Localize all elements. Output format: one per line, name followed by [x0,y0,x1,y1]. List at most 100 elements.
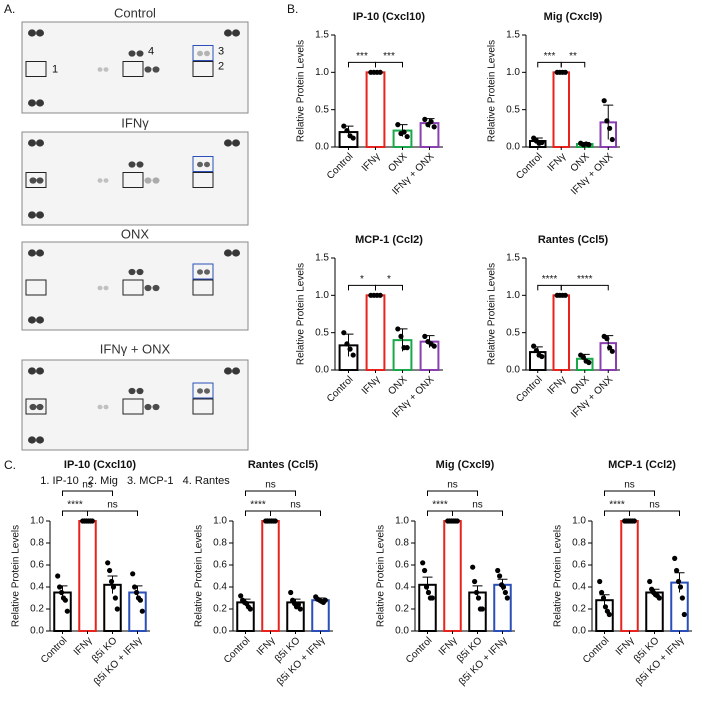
blot-spot [144,403,152,411]
significance-label: ns [290,500,301,511]
x-tick-label: Control [325,374,356,405]
significance-bracket [604,510,630,516]
data-point [404,133,410,140]
y-tick-label: 0.0 [30,626,44,637]
significance-label: * [360,274,364,285]
data-point [377,292,383,298]
y-axis-label: Relative Protein Levels [487,263,498,365]
significance-label: ns [265,480,276,491]
significance-label: ns [624,480,635,491]
significance-bracket [87,510,138,516]
spot-label: 4 [148,45,154,57]
chart-title: Mig (Cxcl9) [544,11,603,23]
x-tick-label: ONX [386,151,409,174]
blot-box [122,172,144,188]
significance-bracket [245,510,271,516]
blot-spot [36,139,44,147]
blot-spot [36,436,44,444]
bar [620,520,639,632]
blot-spot [224,367,232,375]
x-tick-label: IFNγ [360,151,383,174]
y-tick-label: 1.0 [395,516,409,527]
blot-spot [28,99,36,107]
x-tick-label: Control [222,635,253,666]
y-tick-label: 1.5 [315,253,329,264]
data-point [404,345,410,351]
data-point [344,127,350,134]
data-point [607,125,613,131]
blot-spot [128,50,136,57]
data-point [350,352,356,358]
data-point [110,584,117,590]
data-point [470,564,476,570]
blot-box [192,263,214,280]
blot-spot [152,403,160,411]
data-point [428,119,434,125]
data-point [677,584,684,590]
blot-spot [28,249,36,257]
significance-label: **** [577,274,593,285]
y-axis-label: Relative Protein Levels [296,263,307,365]
data-point [500,584,507,590]
blot-spot [28,367,36,375]
data-point [497,573,503,579]
blot-spot [204,50,210,57]
data-point [341,330,347,336]
blot-title: Control [114,5,156,20]
data-point [601,98,607,104]
blot-spot [144,284,152,292]
data-point [132,584,138,590]
blot-spot [36,403,44,411]
significance-label: ns [472,500,483,511]
y-tick-label: 0.2 [395,604,409,615]
y-tick-label: 0.2 [30,604,44,615]
data-point [602,604,609,610]
y-tick-label: 0.6 [213,560,227,571]
y-tick-label: 1.0 [315,290,329,301]
data-point [344,341,350,347]
y-tick-label: 0.0 [315,142,329,153]
data-point [288,589,294,596]
data-point [341,123,347,129]
blot-box [122,61,144,77]
data-point [647,578,653,585]
data-point [322,597,328,603]
blot-box [192,398,214,415]
y-tick-label: 0.5 [506,104,520,115]
chart-title: MCP-1 (Ccl2) [355,234,423,246]
y-tick-label: 0.6 [395,560,409,571]
data-point [539,139,545,146]
significance-label: ns [107,500,118,511]
data-point [597,578,603,585]
blot-spot [136,161,144,168]
data-point [272,518,278,524]
data-point [631,518,637,524]
blot-frame [21,241,249,331]
blot-spot [232,139,240,147]
blot-spot [204,161,210,168]
blot-spot [97,67,103,72]
blot-box [192,382,214,399]
blot-box [192,279,214,296]
data-point [398,333,404,339]
data-point [675,578,682,585]
bar [365,294,386,372]
y-tick-label: 0.5 [315,327,329,338]
chart-title: Mig (Cxcl9) [436,459,495,471]
data-point [656,595,662,601]
y-tick-label: 1.0 [506,290,520,301]
blot-spot [144,66,152,73]
y-tick-label: 0.8 [30,538,44,549]
blot-spot [29,177,37,184]
blot-box [122,279,144,296]
blot-spot [36,177,44,184]
y-tick-label: 0.0 [315,365,329,376]
data-point [600,595,607,601]
blot-spot [28,29,36,37]
data-point [107,567,113,574]
data-point [672,555,678,562]
significance-bracket [629,510,680,516]
data-point [295,602,301,608]
data-point [425,589,432,596]
